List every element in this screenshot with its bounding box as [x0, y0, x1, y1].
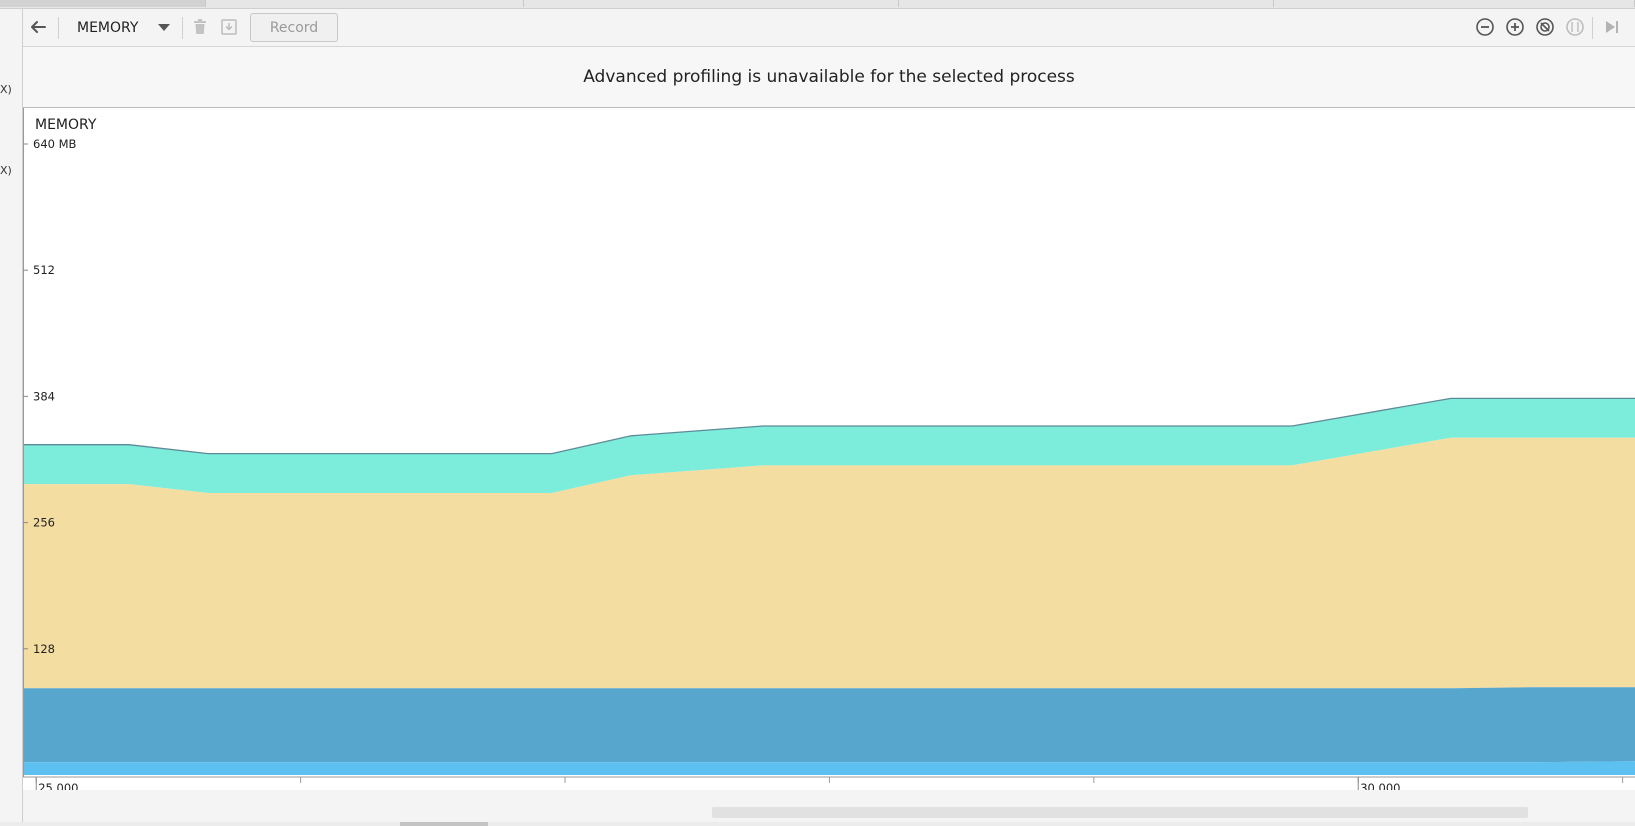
x-tick-label: 30.000 — [1360, 781, 1400, 790]
tab-stub[interactable] — [1273, 0, 1635, 7]
series-area-blue — [23, 687, 1635, 763]
bottom-scroll-track — [0, 822, 1635, 826]
toolbar-separator — [182, 17, 183, 39]
reset-zoom-icon[interactable] — [1533, 15, 1557, 39]
trash-icon[interactable] — [188, 15, 212, 39]
cut-off-label: X) — [0, 83, 12, 96]
tab-active-stub[interactable] — [0, 0, 206, 7]
series-area-light-blue — [23, 761, 1635, 775]
dropdown-selected-value: MEMORY — [77, 20, 139, 36]
save-icon[interactable] — [217, 15, 241, 39]
y-tick-label: 384 — [33, 389, 55, 403]
unavailable-banner: Advanced profiling is unavailable for th… — [23, 47, 1635, 108]
series-area-tan — [23, 437, 1635, 689]
series-area-teal — [23, 398, 1635, 493]
y-tick-label: 128 — [33, 642, 55, 656]
bottom-scroll-thumb[interactable] — [400, 822, 488, 826]
tab-strip — [0, 0, 1635, 9]
profiler-toolbar: MEMORY Record — [0, 9, 1635, 47]
y-tick-label: 256 — [33, 516, 55, 530]
memory-chart-svg: 640 MB51238425612825.00030.00035.00040.0… — [23, 108, 1635, 790]
chevron-down-icon — [158, 24, 170, 31]
back-arrow-icon[interactable] — [26, 15, 50, 39]
zoom-selection-icon[interactable] — [1563, 15, 1587, 39]
chart-title: MEMORY — [35, 117, 97, 133]
banner-message: Advanced profiling is unavailable for th… — [583, 67, 1075, 87]
series-total-outline — [23, 397, 1635, 455]
left-panel-edge: X) X) — [0, 9, 23, 826]
record-button[interactable]: Record — [250, 13, 338, 42]
tab-stub[interactable] — [205, 0, 524, 7]
tab-stub[interactable] — [523, 0, 899, 7]
x-tick-label: 25.000 — [38, 781, 78, 790]
toolbar-separator — [58, 17, 59, 39]
profiler-selector-dropdown[interactable]: MEMORY — [66, 15, 178, 41]
cut-off-label: X) — [0, 164, 12, 177]
memory-chart[interactable]: 640 MB51238425612825.00030.00035.00040.0… — [23, 108, 1635, 790]
y-tick-label: 512 — [33, 263, 55, 277]
y-tick-label: 640 MB — [33, 137, 77, 151]
go-live-icon[interactable] — [1600, 15, 1624, 39]
tab-stub[interactable] — [898, 0, 1274, 7]
horizontal-scrollbar[interactable] — [712, 807, 1528, 818]
zoom-in-icon[interactable] — [1503, 15, 1527, 39]
toolbar-separator — [1592, 17, 1593, 39]
zoom-out-icon[interactable] — [1473, 15, 1497, 39]
